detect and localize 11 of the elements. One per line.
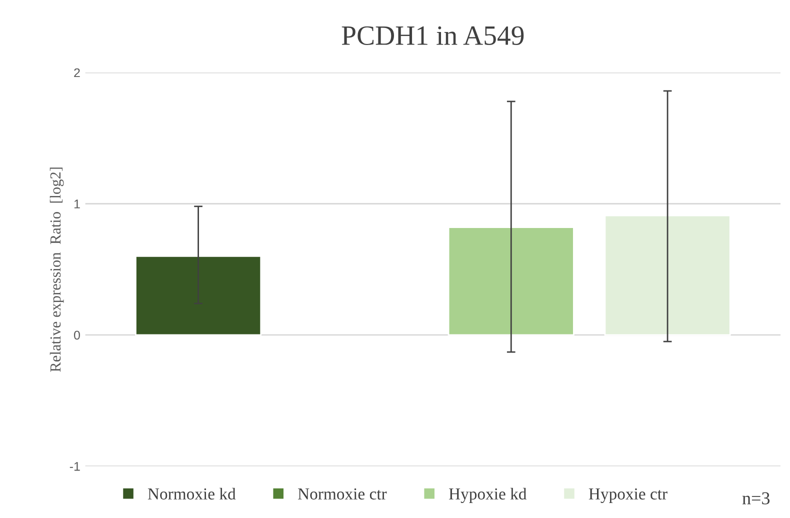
y-axis-title: Relative expression Ratio [log2]	[50, 168, 64, 372]
chart-title: PCDH1 in A549	[342, 26, 524, 46]
legend-label: Hypoxie ctr	[588, 488, 668, 503]
legend-label: Normoxie kd	[148, 488, 236, 500]
y-tick-label: -1	[70, 462, 80, 471]
y-tick-label: 1	[74, 200, 80, 208]
y-tick-label: 0	[74, 330, 80, 340]
y-tick-label: 2	[74, 68, 80, 78]
legend-label: Normoxie ctr	[298, 488, 387, 500]
text: n=3	[742, 492, 770, 504]
legend-label: Hypoxie kd	[448, 488, 527, 503]
